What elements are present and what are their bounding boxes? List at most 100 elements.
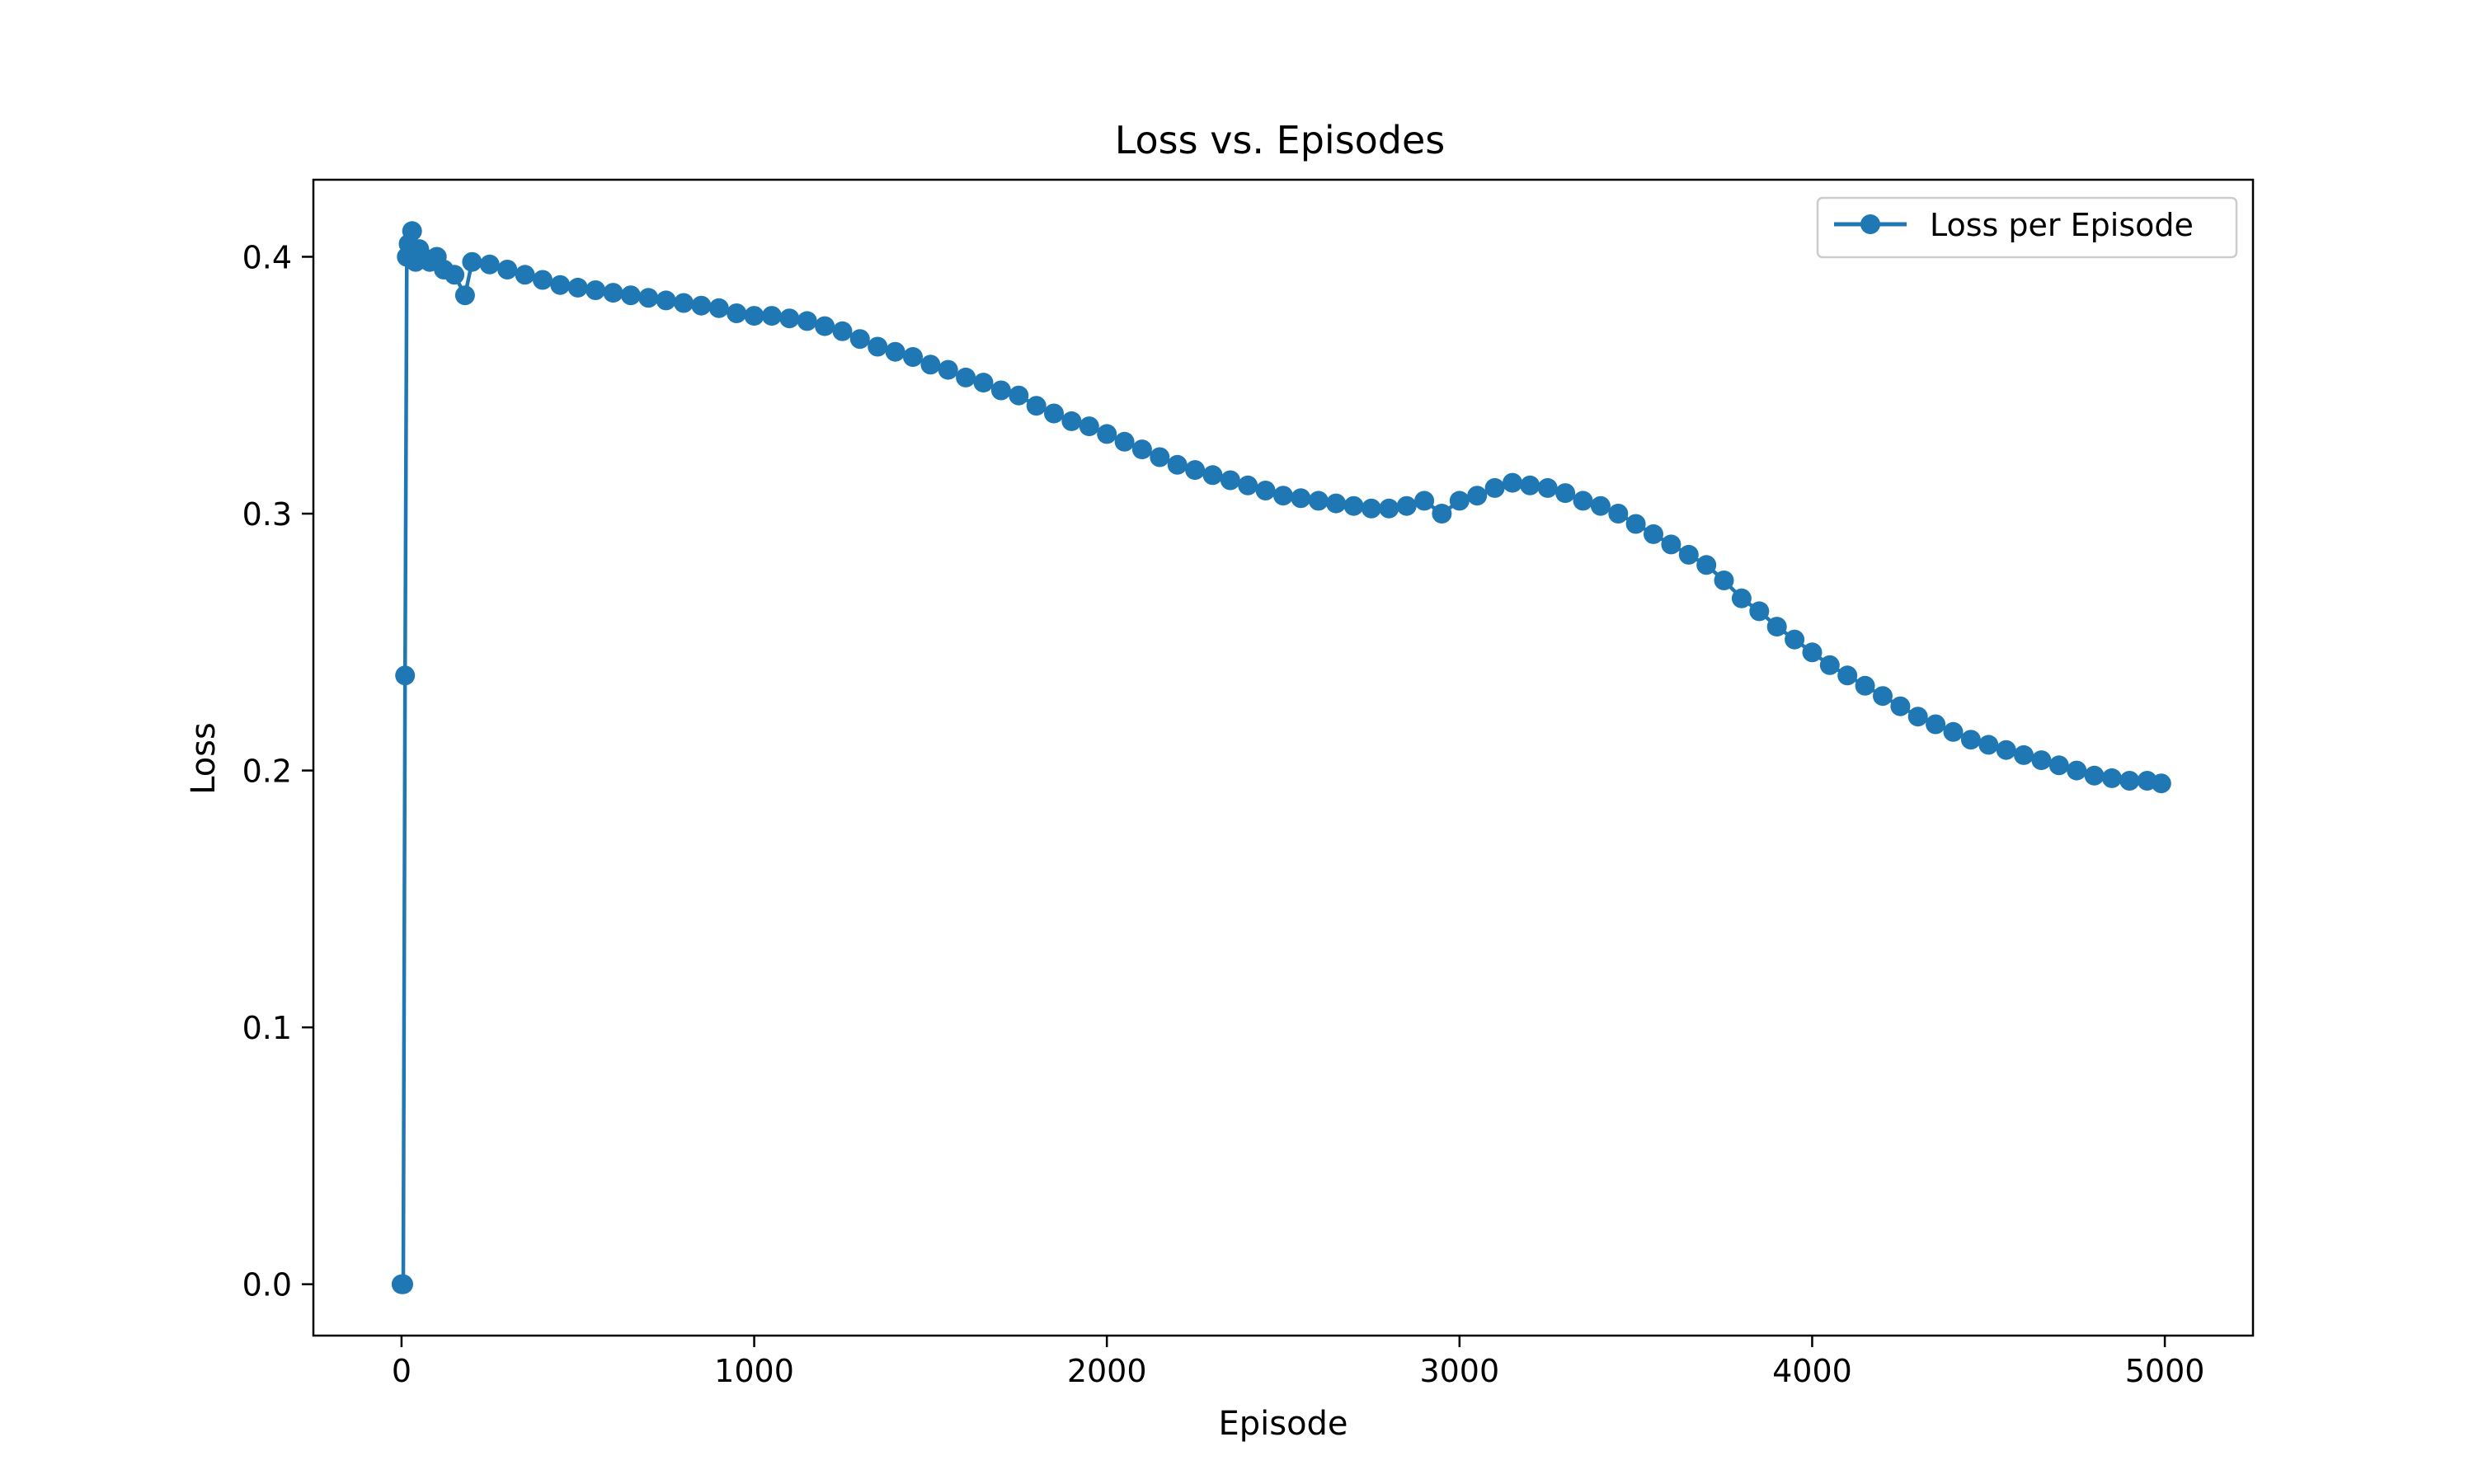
data-point <box>1749 601 1770 622</box>
data-point <box>1855 675 1875 696</box>
data-point <box>1978 735 1999 755</box>
data-point <box>1520 475 1540 495</box>
data-point <box>1766 617 1787 637</box>
data-point <box>1009 385 1029 406</box>
data-point <box>1202 465 1223 486</box>
x-tick-label: 4000 <box>1772 1353 1852 1389</box>
data-point <box>1114 431 1135 452</box>
data-point <box>956 367 976 387</box>
legend-box <box>1816 196 2238 259</box>
data-point <box>395 665 416 686</box>
data-point <box>586 280 606 300</box>
x-tick-label: 3000 <box>1419 1353 1499 1389</box>
data-point <box>603 283 623 303</box>
data-point <box>1185 460 1206 481</box>
data-point <box>497 260 518 279</box>
data-point <box>761 306 782 326</box>
data-point <box>1326 493 1347 514</box>
data-point <box>1273 486 1293 506</box>
data-point <box>1467 486 1488 506</box>
data-point <box>2031 750 2052 771</box>
data-point <box>1590 495 1611 516</box>
data-point <box>1079 416 1099 437</box>
y-axis: 0.0 0.1 0.2 0.3 0.4 <box>242 239 313 1303</box>
data-layer <box>391 221 2171 1294</box>
data-point <box>1379 498 1399 519</box>
data-point <box>515 265 535 285</box>
data-point <box>1343 495 1364 516</box>
data-point <box>550 275 571 295</box>
data-point <box>1819 655 1840 675</box>
x-tick-label: 2000 <box>1067 1353 1147 1389</box>
data-point <box>2119 771 2140 791</box>
data-point <box>779 308 800 329</box>
data-point <box>885 341 905 362</box>
data-point <box>1785 629 1805 650</box>
data-point <box>1625 514 1646 534</box>
data-point <box>1432 504 1452 524</box>
data-point <box>708 298 729 318</box>
data-point <box>444 265 465 285</box>
data-point <box>1503 472 1522 493</box>
chart-title: Loss vs. Episodes <box>1115 118 1446 162</box>
data-point <box>2048 755 2069 776</box>
data-point <box>1238 475 1258 495</box>
data-point <box>2151 773 2171 794</box>
data-point <box>656 290 676 311</box>
legend-label: Loss per Episode <box>1930 207 2194 243</box>
legend: Loss per Episode <box>1816 196 2238 259</box>
data-point <box>1396 495 1417 516</box>
data-point <box>1537 477 1558 498</box>
data-point <box>1943 721 1964 742</box>
data-point <box>903 347 923 367</box>
y-tick-label: 0.3 <box>242 496 292 533</box>
data-point <box>1061 411 1082 431</box>
data-point <box>868 336 888 357</box>
data-point <box>1873 686 1893 707</box>
data-point <box>1802 642 1823 663</box>
y-tick-label: 0.0 <box>242 1267 292 1303</box>
data-point <box>1907 707 1928 727</box>
data-point <box>1996 740 2016 760</box>
data-point <box>1926 714 1946 735</box>
data-point <box>1714 571 1734 590</box>
data-point <box>1696 555 1717 575</box>
data-point <box>1414 491 1435 511</box>
data-point <box>691 295 712 316</box>
data-point <box>1484 477 1505 498</box>
data-point <box>973 373 994 393</box>
data-point <box>1167 454 1188 475</box>
data-point <box>567 277 588 298</box>
data-point <box>1555 483 1576 504</box>
plot-frame <box>312 178 2255 1337</box>
data-point <box>454 285 475 306</box>
data-point <box>1678 544 1699 565</box>
y-tick-label: 0.2 <box>242 754 292 790</box>
data-point <box>849 329 870 350</box>
data-point <box>815 316 835 336</box>
data-point <box>1449 491 1470 511</box>
x-tick-label: 5000 <box>2125 1353 2205 1389</box>
data-point <box>1255 481 1276 500</box>
data-point <box>1131 439 1152 460</box>
data-point <box>620 285 641 306</box>
data-point <box>1026 396 1047 416</box>
data-point <box>1890 696 1911 716</box>
data-point <box>744 306 764 326</box>
data-point <box>727 303 747 323</box>
data-point <box>1150 447 1170 467</box>
y-tick-label: 0.1 <box>242 1010 292 1046</box>
x-tick-label: 1000 <box>714 1353 794 1389</box>
data-point <box>938 359 958 380</box>
legend-marker-swatch <box>1860 214 1880 234</box>
data-point <box>393 1274 413 1294</box>
data-point <box>1837 665 1858 686</box>
x-axis-label: Episode <box>1218 1405 1348 1443</box>
data-point <box>1661 534 1681 555</box>
data-point <box>2101 768 2122 788</box>
data-point <box>1644 524 1663 544</box>
x-tick-label: 0 <box>392 1353 412 1389</box>
data-point <box>1573 491 1593 511</box>
data-point <box>1731 588 1752 608</box>
